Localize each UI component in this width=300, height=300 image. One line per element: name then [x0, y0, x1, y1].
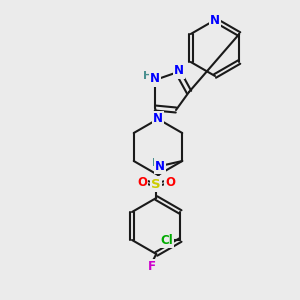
- Text: F: F: [148, 260, 156, 274]
- Text: N: N: [150, 73, 160, 85]
- Text: N: N: [174, 64, 184, 77]
- Text: N: N: [210, 14, 220, 26]
- Text: O: O: [137, 176, 147, 188]
- Text: S: S: [152, 178, 161, 190]
- Text: H: H: [152, 158, 161, 168]
- Text: N: N: [155, 160, 165, 172]
- Text: H: H: [143, 71, 153, 81]
- Text: N: N: [153, 112, 163, 125]
- Text: O: O: [165, 176, 175, 188]
- Text: Cl: Cl: [160, 233, 173, 247]
